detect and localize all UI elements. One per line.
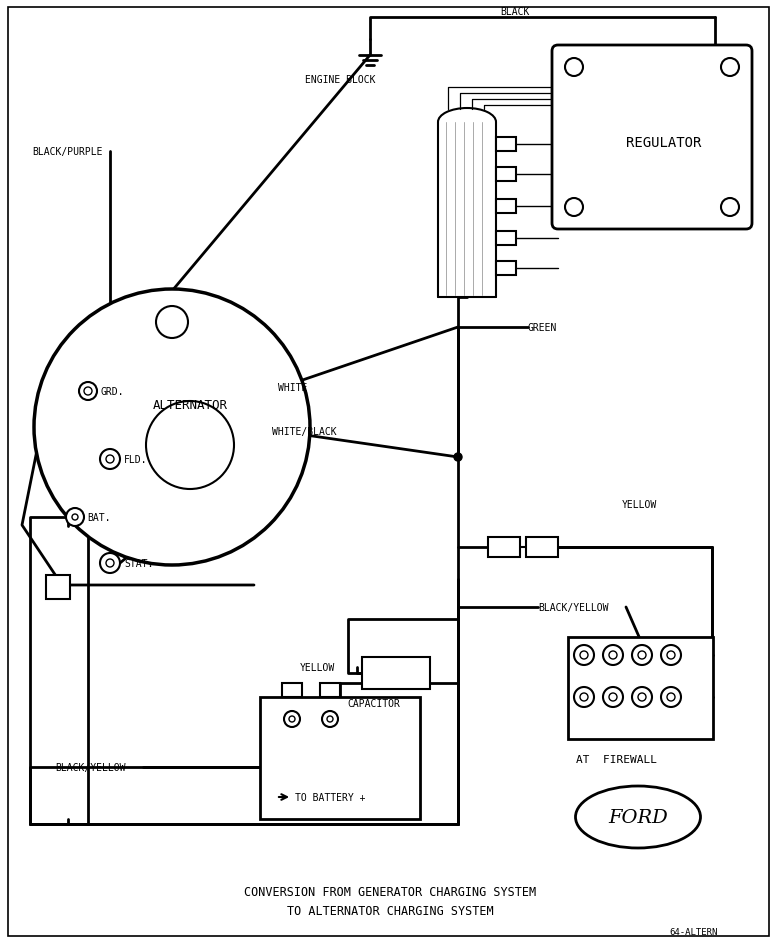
Circle shape xyxy=(156,307,188,339)
Circle shape xyxy=(79,382,97,400)
Circle shape xyxy=(72,514,78,520)
Bar xyxy=(496,138,516,152)
Bar xyxy=(496,232,516,245)
Text: BAT.: BAT. xyxy=(87,513,110,522)
Circle shape xyxy=(580,651,588,659)
Bar xyxy=(260,698,420,819)
Bar xyxy=(488,537,520,557)
Circle shape xyxy=(609,693,617,701)
Text: TO ALTERNATOR CHARGING SYSTEM: TO ALTERNATOR CHARGING SYSTEM xyxy=(287,904,493,918)
Text: AT  FIREWALL: AT FIREWALL xyxy=(576,754,657,765)
Circle shape xyxy=(661,646,681,666)
Bar xyxy=(362,657,430,689)
Bar xyxy=(496,261,516,276)
Circle shape xyxy=(574,646,594,666)
Text: YELLOW: YELLOW xyxy=(300,663,335,672)
Text: BLACK/YELLOW: BLACK/YELLOW xyxy=(55,762,126,772)
FancyBboxPatch shape xyxy=(552,46,752,229)
Circle shape xyxy=(667,651,675,659)
Text: BLACK: BLACK xyxy=(500,7,529,17)
Circle shape xyxy=(289,716,295,722)
Text: FORD: FORD xyxy=(608,808,668,826)
Text: ENGINE BLOCK: ENGINE BLOCK xyxy=(305,75,375,85)
Text: GREEN: GREEN xyxy=(528,323,557,332)
Text: BLACK/PURPLE: BLACK/PURPLE xyxy=(32,147,103,157)
Text: REGULATOR: REGULATOR xyxy=(626,136,702,150)
Bar xyxy=(282,683,302,698)
Circle shape xyxy=(84,388,92,396)
Text: 64-ALTERN: 64-ALTERN xyxy=(670,928,718,936)
Circle shape xyxy=(574,687,594,707)
Text: STAT.: STAT. xyxy=(124,559,153,568)
Circle shape xyxy=(322,711,338,727)
Text: CONVERSION FROM GENERATOR CHARGING SYSTEM: CONVERSION FROM GENERATOR CHARGING SYSTE… xyxy=(244,885,536,899)
Bar xyxy=(496,200,516,213)
Text: CAPACITOR: CAPACITOR xyxy=(347,699,400,708)
Bar xyxy=(496,168,516,182)
Text: BLACK/YELLOW: BLACK/YELLOW xyxy=(538,602,608,613)
Circle shape xyxy=(454,453,462,462)
Circle shape xyxy=(632,646,652,666)
Circle shape xyxy=(721,199,739,217)
Bar xyxy=(320,683,340,698)
Circle shape xyxy=(667,693,675,701)
Text: WHITE: WHITE xyxy=(278,382,308,393)
Circle shape xyxy=(327,716,333,722)
Circle shape xyxy=(100,553,120,573)
Circle shape xyxy=(661,687,681,707)
Bar xyxy=(526,537,558,557)
Circle shape xyxy=(721,59,739,76)
Circle shape xyxy=(106,456,114,464)
Bar xyxy=(46,576,70,599)
Circle shape xyxy=(146,401,234,490)
Ellipse shape xyxy=(576,786,701,848)
Circle shape xyxy=(632,687,652,707)
Bar xyxy=(568,637,713,739)
Circle shape xyxy=(638,651,646,659)
Circle shape xyxy=(603,687,623,707)
Text: FLD.: FLD. xyxy=(124,454,148,464)
Circle shape xyxy=(284,711,300,727)
Circle shape xyxy=(609,651,617,659)
Circle shape xyxy=(106,560,114,567)
Circle shape xyxy=(66,509,84,527)
Circle shape xyxy=(565,59,583,76)
Circle shape xyxy=(603,646,623,666)
Text: WHITE/BLACK: WHITE/BLACK xyxy=(272,427,336,436)
Text: TO BATTERY +: TO BATTERY + xyxy=(295,792,365,802)
Text: GRD.: GRD. xyxy=(100,387,124,396)
Circle shape xyxy=(34,290,310,565)
Circle shape xyxy=(100,449,120,469)
Circle shape xyxy=(565,199,583,217)
Text: ALTERNATOR: ALTERNATOR xyxy=(152,399,228,413)
Text: YELLOW: YELLOW xyxy=(622,499,657,510)
Circle shape xyxy=(638,693,646,701)
Circle shape xyxy=(580,693,588,701)
